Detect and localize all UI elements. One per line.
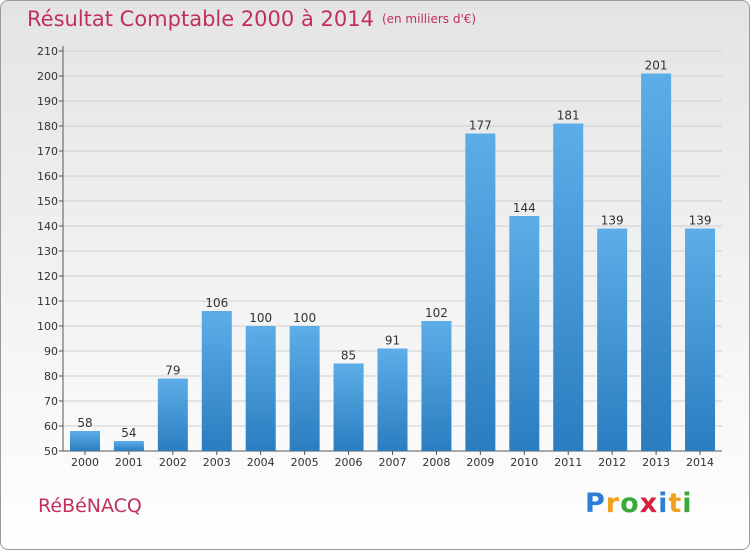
x-tick-label: 2014 — [686, 456, 714, 469]
data-label: 58 — [77, 416, 92, 430]
bar — [245, 326, 276, 451]
x-tick-label: 2011 — [554, 456, 582, 469]
bar — [421, 321, 452, 451]
x-tick-label: 2006 — [335, 456, 363, 469]
bar — [553, 123, 584, 451]
bar — [69, 431, 100, 451]
bar — [509, 216, 540, 451]
x-tick-label: 2008 — [422, 456, 450, 469]
y-tick-label: 170 — [37, 145, 58, 158]
bar — [157, 378, 188, 451]
brand-letter: t — [668, 488, 683, 519]
x-tick-label: 2002 — [159, 456, 187, 469]
brand-letter: i — [682, 488, 693, 519]
y-tick-label: 90 — [44, 345, 58, 358]
y-tick-label: 190 — [37, 95, 58, 108]
data-label: 100 — [249, 311, 272, 325]
brand-letter: o — [620, 488, 640, 519]
data-label: 91 — [385, 334, 400, 348]
brand-letter: P — [585, 488, 606, 519]
bar — [597, 228, 628, 451]
data-label: 201 — [645, 59, 668, 73]
data-label: 54 — [121, 426, 136, 440]
bar — [377, 348, 408, 451]
chart-subtitle: (en milliers d'€) — [381, 12, 477, 26]
bar — [685, 228, 716, 451]
y-tick-label: 200 — [37, 70, 58, 83]
y-tick-label: 110 — [37, 295, 58, 308]
brand-letter: i — [658, 488, 669, 519]
x-tick-label: 2000 — [71, 456, 99, 469]
x-tick-label: 2004 — [247, 456, 275, 469]
chart-title-text: Résultat Comptable 2000 à 2014 — [27, 7, 374, 31]
y-tick-label: 50 — [44, 445, 58, 458]
y-tick-label: 70 — [44, 395, 58, 408]
x-tick-label: 2007 — [379, 456, 407, 469]
y-tick-label: 180 — [37, 120, 58, 133]
data-label: 85 — [341, 349, 356, 363]
data-label: 181 — [557, 109, 580, 123]
x-tick-label: 2010 — [510, 456, 538, 469]
x-tick-label: 2003 — [203, 456, 231, 469]
x-tick-label: 2012 — [598, 456, 626, 469]
data-label: 100 — [293, 311, 316, 325]
data-label: 144 — [513, 201, 536, 215]
town-name: RéBéNACQ — [38, 495, 142, 517]
x-tick-labels: 2000 2001 2002 2003 2004 2005 2006 2007 2008 2009… — [71, 451, 714, 469]
y-tick-label: 120 — [37, 270, 58, 283]
bar — [465, 133, 496, 451]
y-tick-label: 150 — [37, 195, 58, 208]
data-labels: 58 54 79 106 100 100 85 91 102 177 144 181 139 201 139 — [77, 59, 711, 441]
bar — [201, 311, 232, 451]
data-label: 102 — [425, 306, 448, 320]
data-label: 79 — [165, 364, 180, 378]
y-tick-label: 130 — [37, 245, 58, 258]
data-label: 106 — [205, 296, 228, 310]
bar — [641, 73, 672, 451]
bars — [69, 73, 716, 451]
x-tick-label: 2013 — [642, 456, 670, 469]
y-tick-labels: 50 60 70 80 90 100 110 120 130 140 150 160 170 180 190… — [37, 45, 58, 458]
data-label: 177 — [469, 119, 492, 133]
brand-letter: x — [639, 488, 659, 519]
bar — [333, 363, 364, 451]
bar — [289, 326, 320, 451]
x-tick-label: 2001 — [115, 456, 143, 469]
data-label: 139 — [689, 214, 712, 228]
brand-logo: Proxiti — [585, 488, 693, 519]
x-tick-label: 2009 — [466, 456, 494, 469]
y-tick-label: 80 — [44, 370, 58, 383]
data-label: 139 — [601, 214, 624, 228]
y-tick-label: 100 — [37, 320, 58, 333]
bar — [113, 441, 144, 451]
y-tick-label: 210 — [37, 45, 58, 58]
y-tick-label: 60 — [44, 420, 58, 433]
chart-title: Résultat Comptable 2000 à 2014 (en millie… — [27, 7, 476, 31]
brand-letter: r — [605, 488, 621, 519]
y-tick-label: 160 — [37, 170, 58, 183]
x-tick-label: 2005 — [291, 456, 319, 469]
y-tick-label: 140 — [37, 220, 58, 233]
